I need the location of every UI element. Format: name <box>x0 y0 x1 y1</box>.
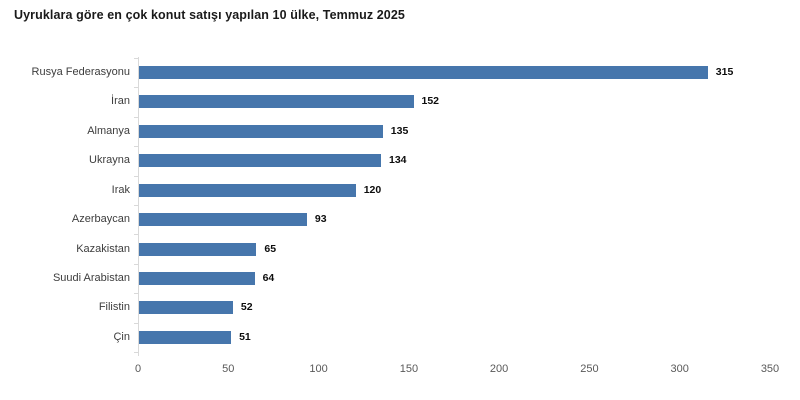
x-tick-label: 350 <box>760 363 780 375</box>
y-axis-tick <box>134 263 138 265</box>
x-tick-label: 150 <box>399 363 419 375</box>
value-label: 52 <box>240 301 253 314</box>
value-label: 134 <box>389 154 407 167</box>
category-label: Çin <box>113 330 130 343</box>
bar <box>139 183 356 197</box>
category-label: Almanya <box>87 124 130 137</box>
bar <box>139 95 414 109</box>
value-label: 64 <box>262 272 275 284</box>
y-axis-tick <box>134 322 138 324</box>
y-axis-line <box>138 57 139 356</box>
category-label: İran <box>111 95 130 108</box>
category-label: Ukrayna <box>89 154 130 167</box>
category-label: Filistin <box>98 301 130 314</box>
bar <box>139 242 257 256</box>
category-label: Azerbaycan <box>71 213 130 226</box>
value-label: 93 <box>314 213 327 226</box>
x-tick-label: 250 <box>580 363 599 375</box>
category-label: Suudi Arabistan <box>52 272 130 284</box>
value-label: 120 <box>363 183 382 196</box>
y-axis-tick <box>134 234 138 236</box>
y-axis-tick <box>134 204 138 206</box>
category-label: Irak <box>111 183 130 196</box>
value-label: 152 <box>421 95 440 108</box>
x-tick-label: 300 <box>670 363 689 375</box>
bar <box>139 272 255 285</box>
chart-title: Uyruklara göre en çok konut satışı yapıl… <box>14 8 405 22</box>
value-label: 315 <box>715 66 734 78</box>
bar <box>139 213 307 227</box>
y-axis-tick <box>134 116 138 118</box>
category-label: Kazakistan <box>76 242 130 255</box>
bar <box>139 330 232 344</box>
category-label: Rusya Federasyonu <box>31 66 130 78</box>
y-axis-tick <box>134 352 138 354</box>
value-label: 135 <box>390 124 409 137</box>
bar <box>139 154 381 168</box>
x-tick-label: 200 <box>489 363 509 375</box>
y-axis-tick <box>134 87 138 89</box>
x-tick-label: 100 <box>309 363 328 375</box>
y-axis-tick <box>134 146 138 148</box>
y-axis-tick <box>134 293 138 295</box>
x-tick-label: 0 <box>134 363 142 375</box>
value-label: 65 <box>264 242 277 255</box>
x-tick-label: 50 <box>222 363 235 375</box>
bar <box>139 66 708 79</box>
value-label: 51 <box>239 330 251 343</box>
y-axis-tick <box>134 175 138 177</box>
bar <box>139 124 383 138</box>
y-axis-tick <box>134 57 138 59</box>
bar <box>139 301 233 315</box>
